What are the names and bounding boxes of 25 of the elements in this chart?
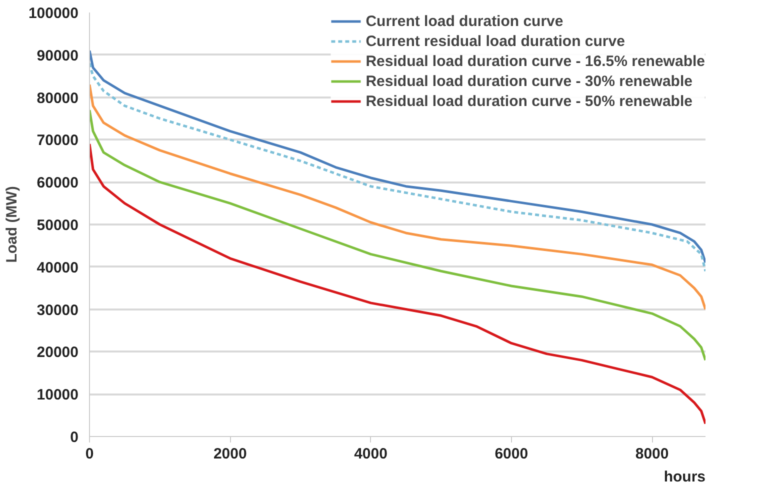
y-tick-label: 50000 [36, 217, 79, 234]
line-series [90, 108, 706, 362]
legend-label: Residual load duration curve - 50% renewable [366, 92, 692, 110]
y-tick-label: 10000 [36, 386, 79, 404]
y-axis-title: Load (MW) [3, 186, 20, 263]
x-tick-label: 2000 [213, 446, 247, 462]
y-tick-label: 20000 [36, 344, 79, 362]
x-tick-label: 8000 [635, 446, 669, 462]
y-tick-label: 0 [70, 429, 78, 446]
x-axis-title: hours [664, 468, 706, 486]
y-tick-label: 40000 [36, 259, 79, 276]
legend-label: Current load duration curve [366, 12, 564, 30]
line-series [90, 142, 706, 426]
legend-label: Residual load duration curve - 30% renewable [366, 72, 692, 90]
x-tick-label: 0 [85, 446, 94, 462]
y-tick-label: 90000 [36, 47, 79, 64]
y-tick-label: 30000 [36, 302, 79, 319]
y-tick-label: 100000 [28, 5, 79, 22]
x-tick-label: 6000 [494, 446, 528, 462]
legend-label: Residual load duration curve - 16.5% renewable [366, 52, 705, 70]
y-tick-label: 80000 [36, 90, 79, 107]
y-tick-label: 60000 [36, 174, 79, 192]
y-tick-label: 70000 [36, 132, 79, 150]
x-tick-label: 4000 [354, 446, 388, 462]
legend-label: Current residual load duration curve [366, 32, 625, 50]
